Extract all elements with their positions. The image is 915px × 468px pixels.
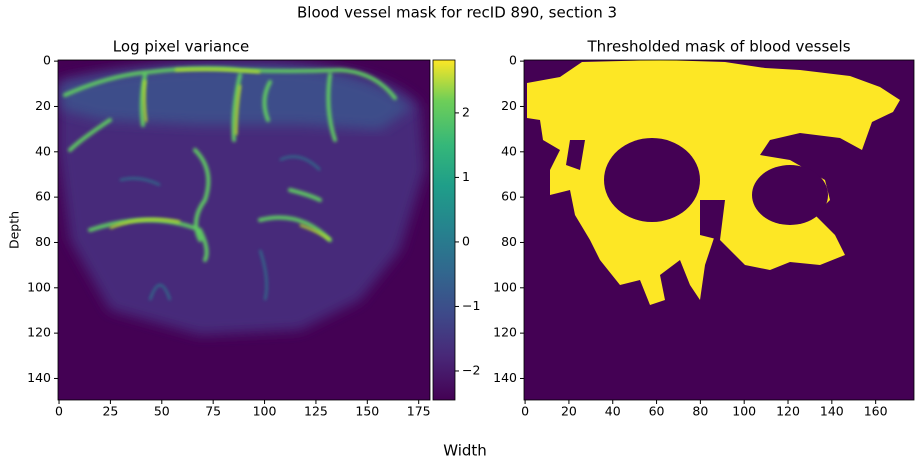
y-tick-label: 140 (27, 370, 51, 385)
y-tick-label: 120 (27, 325, 51, 340)
y-tick-label: 60 (501, 189, 517, 204)
x-tick-label: 0 (521, 404, 529, 419)
x-tick-label: 80 (692, 404, 708, 419)
x-tick-label: 160 (864, 404, 888, 419)
y-tick-label: 40 (35, 143, 51, 158)
x-tick-label: 0 (55, 404, 63, 419)
y-axis-label: Depth (7, 211, 22, 249)
y-tick-label: 100 (493, 279, 517, 294)
x-tick-label: 175 (407, 404, 431, 419)
x-tick-label: 100 (253, 404, 277, 419)
figure-title: Blood vessel mask for recID 890, section… (297, 4, 617, 22)
x-axis-label: Width (443, 442, 487, 460)
x-tick-label: 25 (102, 404, 118, 419)
colorbar-tick-label: −2 (462, 362, 480, 377)
x-tick-label: 75 (205, 404, 221, 419)
x-tick-label: 40 (605, 404, 621, 419)
x-tick-label: 120 (776, 404, 800, 419)
y-tick-label: 0 (509, 53, 517, 68)
x-tick-label: 100 (732, 404, 756, 419)
y-tick-label: 60 (35, 189, 51, 204)
variance-image (58, 60, 430, 400)
x-tick-label: 140 (820, 404, 844, 419)
y-tick-label: 100 (27, 279, 51, 294)
y-tick-label: 120 (493, 325, 517, 340)
page: {"title": "Blood vessel mask for recID 8… (0, 0, 915, 468)
x-tick-label: 150 (355, 404, 379, 419)
panel-title: Thresholded mask of blood vessels (586, 38, 850, 56)
colorbar-tick-label: 2 (462, 104, 470, 119)
y-tick-label: 80 (35, 234, 51, 249)
mask-image (524, 60, 914, 400)
colorbar-tick-label: −1 (462, 298, 480, 313)
panel-title: Log pixel variance (113, 38, 249, 56)
y-tick-label: 0 (43, 53, 51, 68)
figure: Blood vessel mask for recID 890, section… (0, 0, 915, 464)
y-tick-label: 40 (501, 143, 517, 158)
y-tick-label: 140 (493, 370, 517, 385)
x-tick-label: 125 (304, 404, 328, 419)
y-tick-label: 80 (501, 234, 517, 249)
y-tick-label: 20 (501, 98, 517, 113)
x-tick-label: 20 (561, 404, 577, 419)
x-tick-label: 60 (649, 404, 665, 419)
x-tick-label: 50 (154, 404, 170, 419)
y-tick-label: 20 (35, 98, 51, 113)
colorbar-tick-label: 0 (462, 233, 470, 248)
colorbar (433, 60, 455, 400)
colorbar-tick-label: 1 (462, 169, 470, 184)
